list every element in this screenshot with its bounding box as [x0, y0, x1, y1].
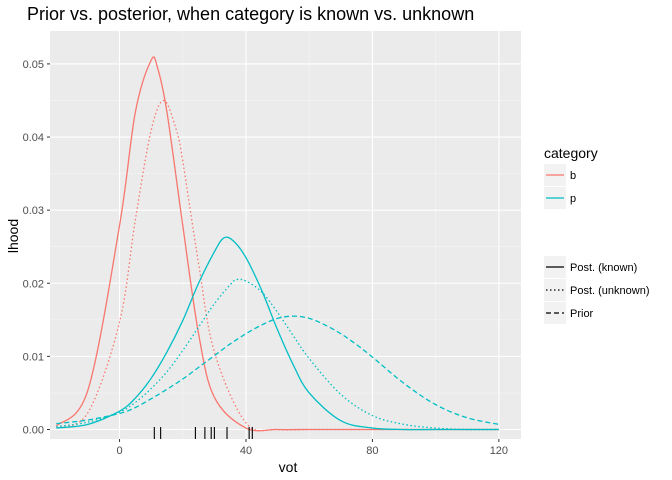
series-line-b-post-unknown [56, 99, 499, 432]
legend-label-category: p [570, 193, 576, 205]
x-axis-title: vot [279, 459, 298, 475]
y-axis-title: lhood [5, 219, 21, 253]
x-tick-label: 80 [366, 445, 378, 457]
y-tick-label: 0.04 [23, 132, 44, 144]
legend-label-linetype: Post. (known) [570, 262, 637, 274]
series-layer [55, 56, 500, 432]
x-tick-label: 120 [490, 445, 508, 457]
series-line-p-post-known [56, 236, 499, 431]
grid-minor [50, 31, 521, 439]
x-tick-label: 0 [116, 445, 122, 457]
legend-label-linetype: Post. (unknown) [570, 285, 649, 297]
y-tick-label: 0.00 [23, 424, 44, 436]
legend-title: category [544, 145, 598, 161]
legend-label-category: b [570, 170, 576, 182]
series-line-p-post-unknown [56, 278, 499, 431]
x-tick-label: 40 [240, 445, 252, 457]
y-axis-ticks: 0.00 0.01 0.02 0.03 0.04 0.05 [23, 59, 50, 436]
rug-layer [153, 427, 253, 439]
legend: category bp Post. (known) Post. (unknown) Pr… [544, 145, 649, 324]
y-tick-label: 0.02 [23, 278, 44, 290]
chart-title: Prior vs. posterior, when category is kn… [27, 4, 474, 24]
y-tick-label: 0.01 [23, 351, 44, 363]
y-tick-label: 0.03 [23, 205, 44, 217]
y-tick-label: 0.05 [23, 59, 44, 71]
series-line-p-prior [56, 315, 500, 426]
legend-label-linetype: Prior [570, 308, 594, 320]
plot-panel [50, 31, 521, 439]
x-axis-ticks: 0 40 80 120 [116, 439, 508, 457]
